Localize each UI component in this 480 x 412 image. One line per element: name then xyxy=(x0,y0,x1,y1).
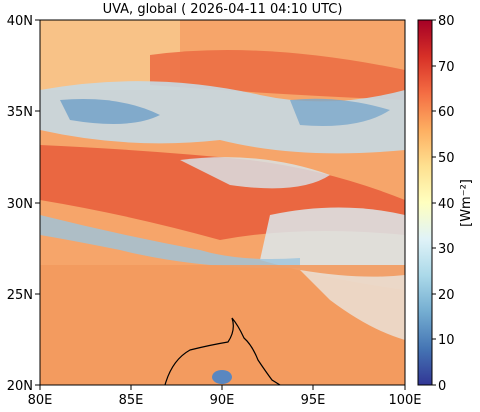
x-tick-label: 100E xyxy=(388,393,421,408)
colorbar-label: [Wm⁻²] xyxy=(459,179,474,227)
x-tick-label: 95E xyxy=(301,393,326,408)
map-title: UVA, global ( 2026-04-11 04:10 UTC) xyxy=(102,2,343,17)
uva-field xyxy=(40,20,405,385)
colorbar-tick-label: 10 xyxy=(438,333,455,348)
y-tick-label: 40N xyxy=(7,14,33,29)
colorbar-tick-label: 60 xyxy=(438,105,455,120)
colorbar-scale xyxy=(417,19,433,386)
x-axis: 80E 85E 90E 95E 100E xyxy=(28,385,422,408)
colorbar-tick-label: 30 xyxy=(438,242,455,257)
y-tick-label: 20N xyxy=(7,379,33,394)
x-tick-label: 90E xyxy=(210,393,235,408)
x-tick-label: 80E xyxy=(28,393,53,408)
colorbar: 0 10 20 30 40 50 60 70 80 [Wm⁻²] xyxy=(417,14,474,394)
colorbar-tick-label: 70 xyxy=(438,60,455,75)
colorbar-tick-label: 40 xyxy=(438,197,455,212)
y-axis: 20N 25N 30N 35N 40N xyxy=(7,14,40,394)
colorbar-tick-label: 0 xyxy=(438,379,446,394)
x-tick-label: 85E xyxy=(119,393,144,408)
colorbar-tick-label: 80 xyxy=(438,14,455,29)
coastline xyxy=(164,317,281,385)
y-tick-label: 30N xyxy=(7,197,33,212)
y-tick-label: 25N xyxy=(7,288,33,303)
colorbar-tick-label: 50 xyxy=(438,151,455,166)
colorbar-tick-label: 20 xyxy=(438,288,455,303)
y-tick-label: 35N xyxy=(7,105,33,120)
